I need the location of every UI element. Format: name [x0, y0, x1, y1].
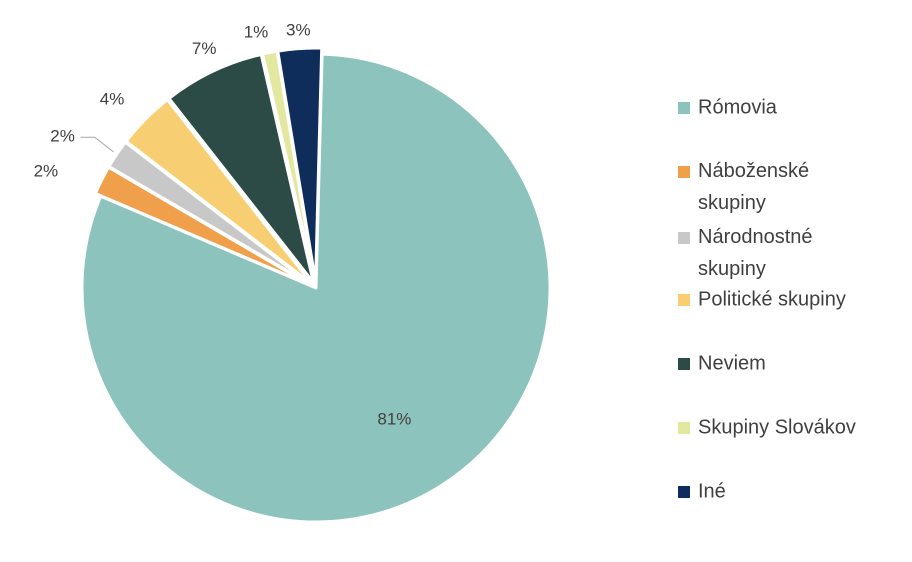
legend-label-7: Iné	[698, 480, 726, 502]
legend-swatch-4	[678, 294, 690, 306]
data-label-4: 4%	[100, 89, 125, 108]
pie-slice-5	[167, 52, 315, 285]
legend-label-5: Neviem	[698, 352, 766, 374]
data-label-1: 81%	[377, 410, 411, 429]
data-label-5: 7%	[192, 39, 217, 58]
data-label-7: 3%	[286, 20, 311, 39]
legend-swatch-7	[678, 486, 690, 498]
legend-swatch-3	[678, 232, 690, 244]
pie-slice-1	[80, 52, 552, 524]
pie-slice-4	[124, 98, 314, 286]
legend-swatch-2	[678, 166, 690, 178]
data-label-6: 1%	[244, 23, 269, 42]
legend-swatch-1	[678, 102, 690, 114]
pie-slice-7	[276, 46, 324, 284]
legend-label-3: Národnostné skupiny	[698, 226, 813, 280]
pie-slices	[80, 46, 552, 524]
legend-label-4: Politické skupiny	[698, 288, 846, 310]
data-label-2: 2%	[34, 162, 59, 181]
data-label-3: 2%	[50, 127, 75, 146]
legend: Rómovia Náboženské skupiny Národnostné skupi…	[678, 96, 856, 502]
legend-label-2: Náboženské skupiny	[698, 160, 809, 214]
legend-label-6: Skupiny Slovákov	[698, 416, 856, 438]
data-labels: 81% 2% 2% 4% 7% 1% 3%	[34, 20, 412, 428]
legend-label-1: Rómovia	[698, 96, 778, 118]
legend-swatch-6	[678, 422, 690, 434]
leader-line	[80, 136, 114, 153]
leader-lines	[80, 136, 114, 153]
legend-swatch-5	[678, 358, 690, 370]
